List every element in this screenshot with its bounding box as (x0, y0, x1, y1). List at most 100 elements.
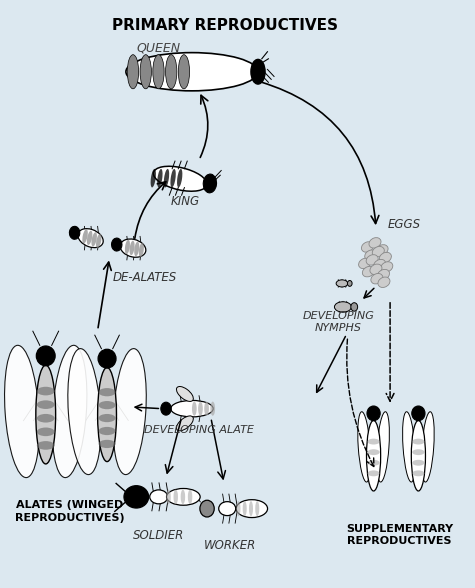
Ellipse shape (412, 449, 425, 455)
Ellipse shape (113, 349, 146, 475)
Ellipse shape (255, 501, 259, 516)
Ellipse shape (98, 368, 116, 462)
Text: SUPPLEMENTARY
REPRODUCTIVES: SUPPLEMENTARY REPRODUCTIVES (346, 524, 453, 546)
Text: SOLDIER: SOLDIER (133, 529, 185, 542)
Ellipse shape (412, 470, 425, 476)
Text: DEVELOPING ALATE: DEVELOPING ALATE (144, 425, 254, 436)
Ellipse shape (334, 302, 352, 312)
Ellipse shape (82, 229, 88, 243)
Ellipse shape (188, 490, 192, 504)
Ellipse shape (177, 169, 182, 188)
Ellipse shape (166, 55, 177, 89)
Ellipse shape (365, 250, 377, 260)
Ellipse shape (164, 169, 169, 188)
Ellipse shape (171, 169, 176, 188)
Ellipse shape (367, 420, 380, 491)
Ellipse shape (99, 414, 115, 422)
Ellipse shape (126, 53, 258, 91)
Ellipse shape (124, 486, 149, 508)
Ellipse shape (127, 55, 139, 89)
Text: QUEEN: QUEEN (137, 42, 181, 55)
Ellipse shape (166, 490, 171, 504)
Ellipse shape (412, 406, 425, 421)
Ellipse shape (369, 238, 381, 248)
Ellipse shape (153, 55, 164, 89)
Ellipse shape (69, 226, 80, 239)
Ellipse shape (403, 412, 415, 482)
Text: DE-ALATES: DE-ALATES (113, 271, 177, 284)
Ellipse shape (176, 416, 193, 431)
Ellipse shape (372, 246, 384, 257)
Ellipse shape (210, 402, 215, 416)
Ellipse shape (351, 303, 358, 311)
Ellipse shape (366, 255, 378, 265)
Ellipse shape (180, 490, 185, 504)
Ellipse shape (412, 460, 425, 466)
Ellipse shape (150, 490, 168, 504)
Text: EGGS: EGGS (388, 218, 421, 231)
Ellipse shape (68, 349, 101, 475)
Ellipse shape (37, 400, 55, 409)
Ellipse shape (178, 55, 190, 89)
Ellipse shape (361, 242, 373, 252)
Ellipse shape (421, 412, 434, 482)
Ellipse shape (37, 427, 55, 436)
Ellipse shape (99, 440, 115, 448)
Ellipse shape (92, 232, 97, 246)
Ellipse shape (37, 414, 55, 423)
Ellipse shape (376, 245, 388, 255)
Ellipse shape (251, 59, 265, 84)
Ellipse shape (378, 269, 389, 280)
Ellipse shape (203, 174, 217, 193)
Ellipse shape (52, 345, 87, 477)
Ellipse shape (96, 234, 102, 248)
Ellipse shape (200, 500, 214, 517)
Text: KING: KING (171, 195, 200, 208)
Ellipse shape (36, 365, 56, 464)
Ellipse shape (362, 266, 374, 277)
Ellipse shape (336, 280, 348, 287)
Ellipse shape (370, 264, 382, 275)
Ellipse shape (171, 400, 213, 417)
Ellipse shape (377, 412, 389, 482)
Ellipse shape (218, 502, 236, 516)
Ellipse shape (140, 55, 152, 89)
Ellipse shape (78, 229, 103, 248)
Ellipse shape (368, 439, 380, 445)
Text: ALATES (WINGED
REPRODUCTIVES): ALATES (WINGED REPRODUCTIVES) (15, 500, 124, 523)
Ellipse shape (374, 259, 386, 270)
Ellipse shape (368, 470, 380, 476)
Ellipse shape (412, 439, 425, 445)
Ellipse shape (37, 441, 55, 450)
Text: WORKER: WORKER (204, 539, 256, 552)
Ellipse shape (368, 460, 380, 466)
Ellipse shape (125, 240, 130, 254)
Ellipse shape (176, 386, 193, 402)
Ellipse shape (173, 490, 178, 504)
Ellipse shape (243, 501, 247, 516)
Ellipse shape (134, 242, 139, 256)
Ellipse shape (192, 402, 197, 416)
Ellipse shape (358, 412, 370, 482)
Ellipse shape (36, 346, 55, 366)
Ellipse shape (368, 449, 380, 455)
Ellipse shape (237, 501, 240, 516)
Ellipse shape (204, 402, 209, 416)
Ellipse shape (98, 349, 116, 368)
Text: PRIMARY REPRODUCTIVES: PRIMARY REPRODUCTIVES (112, 18, 338, 33)
Ellipse shape (161, 402, 171, 415)
Ellipse shape (371, 273, 383, 284)
Ellipse shape (411, 420, 426, 491)
Ellipse shape (153, 166, 207, 191)
Ellipse shape (236, 500, 267, 517)
Ellipse shape (359, 258, 370, 269)
Ellipse shape (120, 239, 146, 258)
Ellipse shape (130, 240, 134, 255)
Ellipse shape (99, 427, 115, 435)
Text: DEVELOPING
NYMPHS: DEVELOPING NYMPHS (302, 311, 374, 333)
Ellipse shape (37, 387, 55, 395)
Ellipse shape (87, 230, 92, 245)
Ellipse shape (378, 277, 390, 288)
Ellipse shape (347, 280, 352, 286)
Ellipse shape (380, 252, 391, 263)
